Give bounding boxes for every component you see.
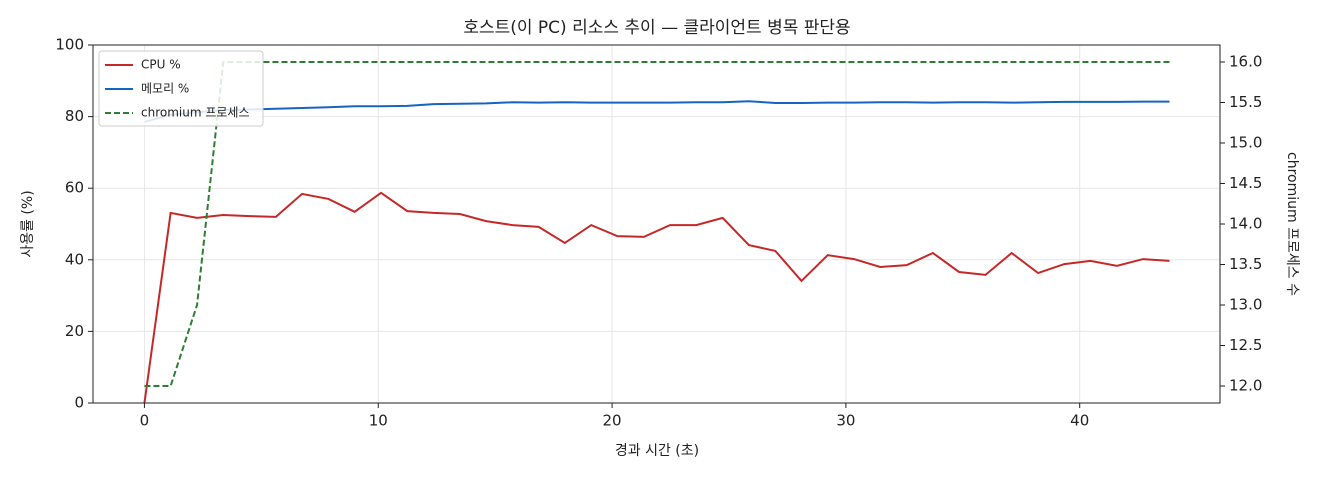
- y2-tick-label: 14.5: [1229, 174, 1262, 192]
- y2-axis-label: chromium 프로세스 수: [1284, 152, 1300, 296]
- x-tick-label: 40: [1070, 412, 1089, 430]
- y2-tick-label: 15.5: [1229, 93, 1262, 111]
- y2-tick-label: 12.5: [1229, 336, 1262, 354]
- data-line: [144, 100, 1170, 123]
- y-tick-label: 100: [55, 36, 84, 54]
- x-tick-label: 30: [836, 412, 855, 430]
- y-tick-label: 20: [65, 322, 84, 340]
- legend-box: [98, 50, 264, 127]
- data-line: [144, 61, 1170, 387]
- x-axis-label: 경과 시간 (초): [615, 443, 699, 459]
- y-tick-label: 60: [65, 179, 84, 197]
- x-tick-label: 0: [140, 412, 150, 430]
- y-tick-label: 0: [74, 394, 84, 412]
- chart-title: 호스트(이 PC) 리소스 추이 — 클라이언트 병목 판단용: [463, 18, 850, 38]
- y-tick-label: 80: [65, 107, 84, 125]
- legend-label: CPU %: [141, 58, 181, 72]
- x-tick-label: 20: [603, 412, 622, 430]
- y-tick-label: 40: [65, 250, 84, 268]
- y-axis-label: 사용률 (%): [20, 190, 36, 257]
- plot-frame: [92, 44, 1221, 404]
- x-tick-label: 10: [369, 412, 388, 430]
- y2-tick-label: 13.0: [1229, 295, 1262, 313]
- y2-tick-label: 16.0: [1229, 53, 1262, 71]
- y2-tick-label: 12.0: [1229, 376, 1262, 394]
- legend-label: 메모리 %: [141, 82, 189, 96]
- y2-tick-label: 13.5: [1229, 255, 1262, 273]
- y2-tick-label: 14.0: [1229, 215, 1262, 233]
- data-line: [143, 191, 1170, 404]
- y2-tick-label: 15.0: [1229, 134, 1262, 152]
- legend-label: chromium 프로세스: [141, 106, 250, 120]
